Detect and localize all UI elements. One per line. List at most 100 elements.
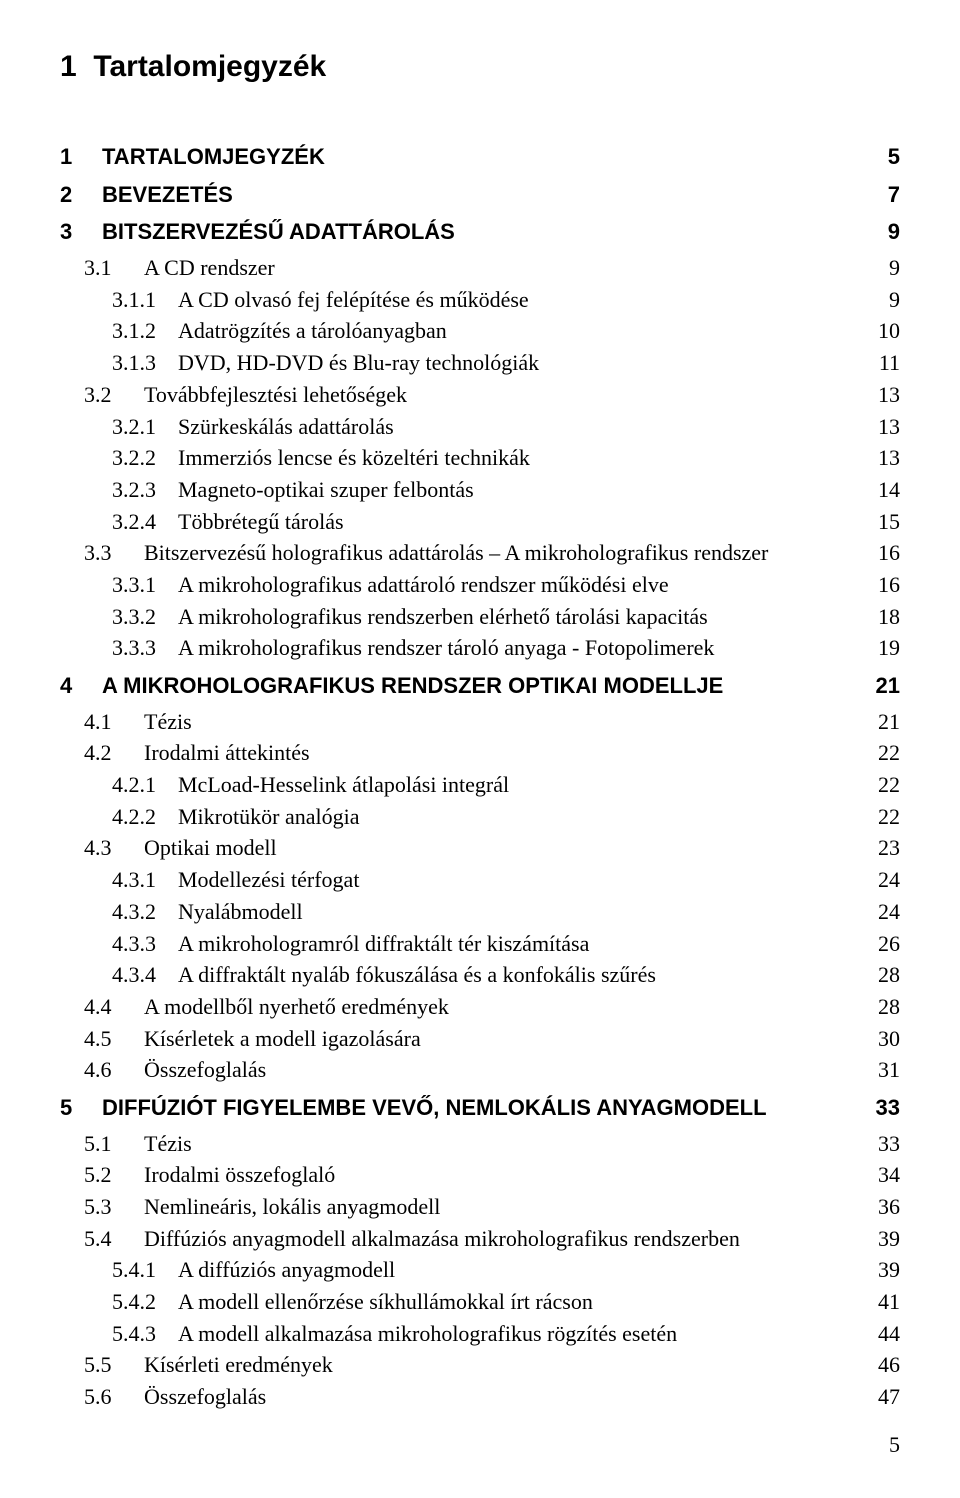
toc-row: 1TARTALOMJEGYZÉK5 [60, 142, 900, 172]
toc-label: Modellezési térfogat [178, 865, 860, 895]
toc-number: 4.2.1 [112, 770, 178, 800]
toc-page: 33 [860, 1129, 900, 1159]
toc-page: 31 [860, 1055, 900, 1085]
toc-page: 19 [860, 633, 900, 663]
toc-number: 4.3.2 [112, 897, 178, 927]
toc-page: 9 [860, 253, 900, 283]
toc-page: 10 [860, 316, 900, 346]
toc-row: 3.1A CD rendszer9 [84, 253, 900, 283]
title-num: 1 [60, 50, 77, 83]
toc-page: 11 [860, 348, 900, 378]
toc-label: BITSZERVEZÉSŰ ADATTÁROLÁS [102, 217, 860, 247]
toc-page: 13 [860, 380, 900, 410]
toc-row: 4.3.4A diffraktált nyaláb fókuszálása és… [112, 960, 900, 990]
toc-label: Nemlineáris, lokális anyagmodell [144, 1192, 860, 1222]
toc-label: Kísérletek a modell igazolására [144, 1024, 860, 1054]
toc-row: 3.1.3DVD, HD-DVD és Blu-ray technológiák… [112, 348, 900, 378]
toc-label: DVD, HD-DVD és Blu-ray technológiák [178, 348, 860, 378]
toc-label: A CD rendszer [144, 253, 860, 283]
toc-number: 4 [60, 671, 102, 701]
toc-label: Mikrotükör analógia [178, 802, 860, 832]
toc-page: 24 [860, 897, 900, 927]
toc-page: 7 [860, 180, 900, 210]
toc-label: Nyalábmodell [178, 897, 860, 927]
toc-row: 3.2.1Szürkeskálás adattárolás13 [112, 412, 900, 442]
toc-row: 3.2.2Immerziós lencse és közeltéri techn… [112, 443, 900, 473]
toc-label: A diffúziós anyagmodell [178, 1255, 860, 1285]
toc-page: 47 [860, 1382, 900, 1412]
toc-label: A modell ellenőrzése síkhullámokkal írt … [178, 1287, 860, 1317]
toc-page: 22 [860, 802, 900, 832]
toc-number: 5.2 [84, 1160, 144, 1190]
toc-number: 4.3.3 [112, 929, 178, 959]
toc-row: 4.4A modellből nyerhető eredmények28 [84, 992, 900, 1022]
toc-label: Tézis [144, 1129, 860, 1159]
toc-label: DIFFÚZIÓT FIGYELEMBE VEVŐ, NEMLOKÁLIS AN… [102, 1093, 860, 1123]
toc-number: 4.4 [84, 992, 144, 1022]
toc-number: 4.2 [84, 738, 144, 768]
toc-row: 4.6Összefoglalás31 [84, 1055, 900, 1085]
toc-number: 3.2.4 [112, 507, 178, 537]
toc-row: 5.2Irodalmi összefoglaló34 [84, 1160, 900, 1190]
toc-row: 4.3Optikai modell23 [84, 833, 900, 863]
toc-label: TARTALOMJEGYZÉK [102, 142, 860, 172]
toc-number: 3.1.2 [112, 316, 178, 346]
toc-row: 4.5Kísérletek a modell igazolására30 [84, 1024, 900, 1054]
toc-label: Tézis [144, 707, 860, 737]
toc-label: A mikroholografikus rendszer tároló anya… [178, 633, 860, 663]
toc-page: 22 [860, 738, 900, 768]
toc-number: 4.3 [84, 833, 144, 863]
toc-page: 22 [860, 770, 900, 800]
toc-number: 5.4 [84, 1224, 144, 1254]
toc-page: 39 [860, 1224, 900, 1254]
toc-row: 5.3Nemlineáris, lokális anyagmodell36 [84, 1192, 900, 1222]
toc-page: 33 [860, 1093, 900, 1123]
toc-number: 5.1 [84, 1129, 144, 1159]
toc-page: 16 [860, 538, 900, 568]
title-label: Tartalomjegyzék [93, 50, 326, 83]
toc-row: 3.2Továbbfejlesztési lehetőségek13 [84, 380, 900, 410]
toc-number: 4.2.2 [112, 802, 178, 832]
toc-label: Immerziós lencse és közeltéri technikák [178, 443, 860, 473]
toc-row: 5.6Összefoglalás47 [84, 1382, 900, 1412]
toc-label: Irodalmi összefoglaló [144, 1160, 860, 1190]
toc-label: Irodalmi áttekintés [144, 738, 860, 768]
toc-number: 1 [60, 142, 102, 172]
toc-row: 4.3.1Modellezési térfogat24 [112, 865, 900, 895]
toc-label: Továbbfejlesztési lehetőségek [144, 380, 860, 410]
toc-number: 5.3 [84, 1192, 144, 1222]
toc-number: 4.3.4 [112, 960, 178, 990]
toc-number: 5.6 [84, 1382, 144, 1412]
toc-number: 3.2.3 [112, 475, 178, 505]
toc-page: 9 [860, 217, 900, 247]
toc-page: 21 [860, 671, 900, 701]
toc-label: Diffúziós anyagmodell alkalmazása mikroh… [144, 1224, 860, 1254]
toc-number: 5.4.1 [112, 1255, 178, 1285]
toc-page: 9 [860, 285, 900, 315]
toc-page: 16 [860, 570, 900, 600]
toc-number: 3.3 [84, 538, 144, 568]
toc-number: 4.6 [84, 1055, 144, 1085]
toc-page: 26 [860, 929, 900, 959]
toc-number: 3.3.3 [112, 633, 178, 663]
toc-page: 15 [860, 507, 900, 537]
toc-number: 4.1 [84, 707, 144, 737]
toc-number: 4.5 [84, 1024, 144, 1054]
toc-row: 5.4Diffúziós anyagmodell alkalmazása mik… [84, 1224, 900, 1254]
toc-label: McLoad-Hesselink átlapolási integrál [178, 770, 860, 800]
toc-page: 21 [860, 707, 900, 737]
toc-page: 28 [860, 992, 900, 1022]
toc-number: 2 [60, 180, 102, 210]
toc-row: 5.4.1A diffúziós anyagmodell39 [112, 1255, 900, 1285]
toc-row: 3.3.1A mikroholografikus adattároló rend… [112, 570, 900, 600]
toc-page: 46 [860, 1350, 900, 1380]
toc-page: 39 [860, 1255, 900, 1285]
toc-page: 41 [860, 1287, 900, 1317]
toc-label: Kísérleti eredmények [144, 1350, 860, 1380]
toc-number: 3.3.2 [112, 602, 178, 632]
toc-label: A modellből nyerhető eredmények [144, 992, 860, 1022]
toc-number: 3.3.1 [112, 570, 178, 600]
toc-page: 23 [860, 833, 900, 863]
toc-label: BEVEZETÉS [102, 180, 860, 210]
toc-label: A mikroholografikus adattároló rendszer … [178, 570, 860, 600]
